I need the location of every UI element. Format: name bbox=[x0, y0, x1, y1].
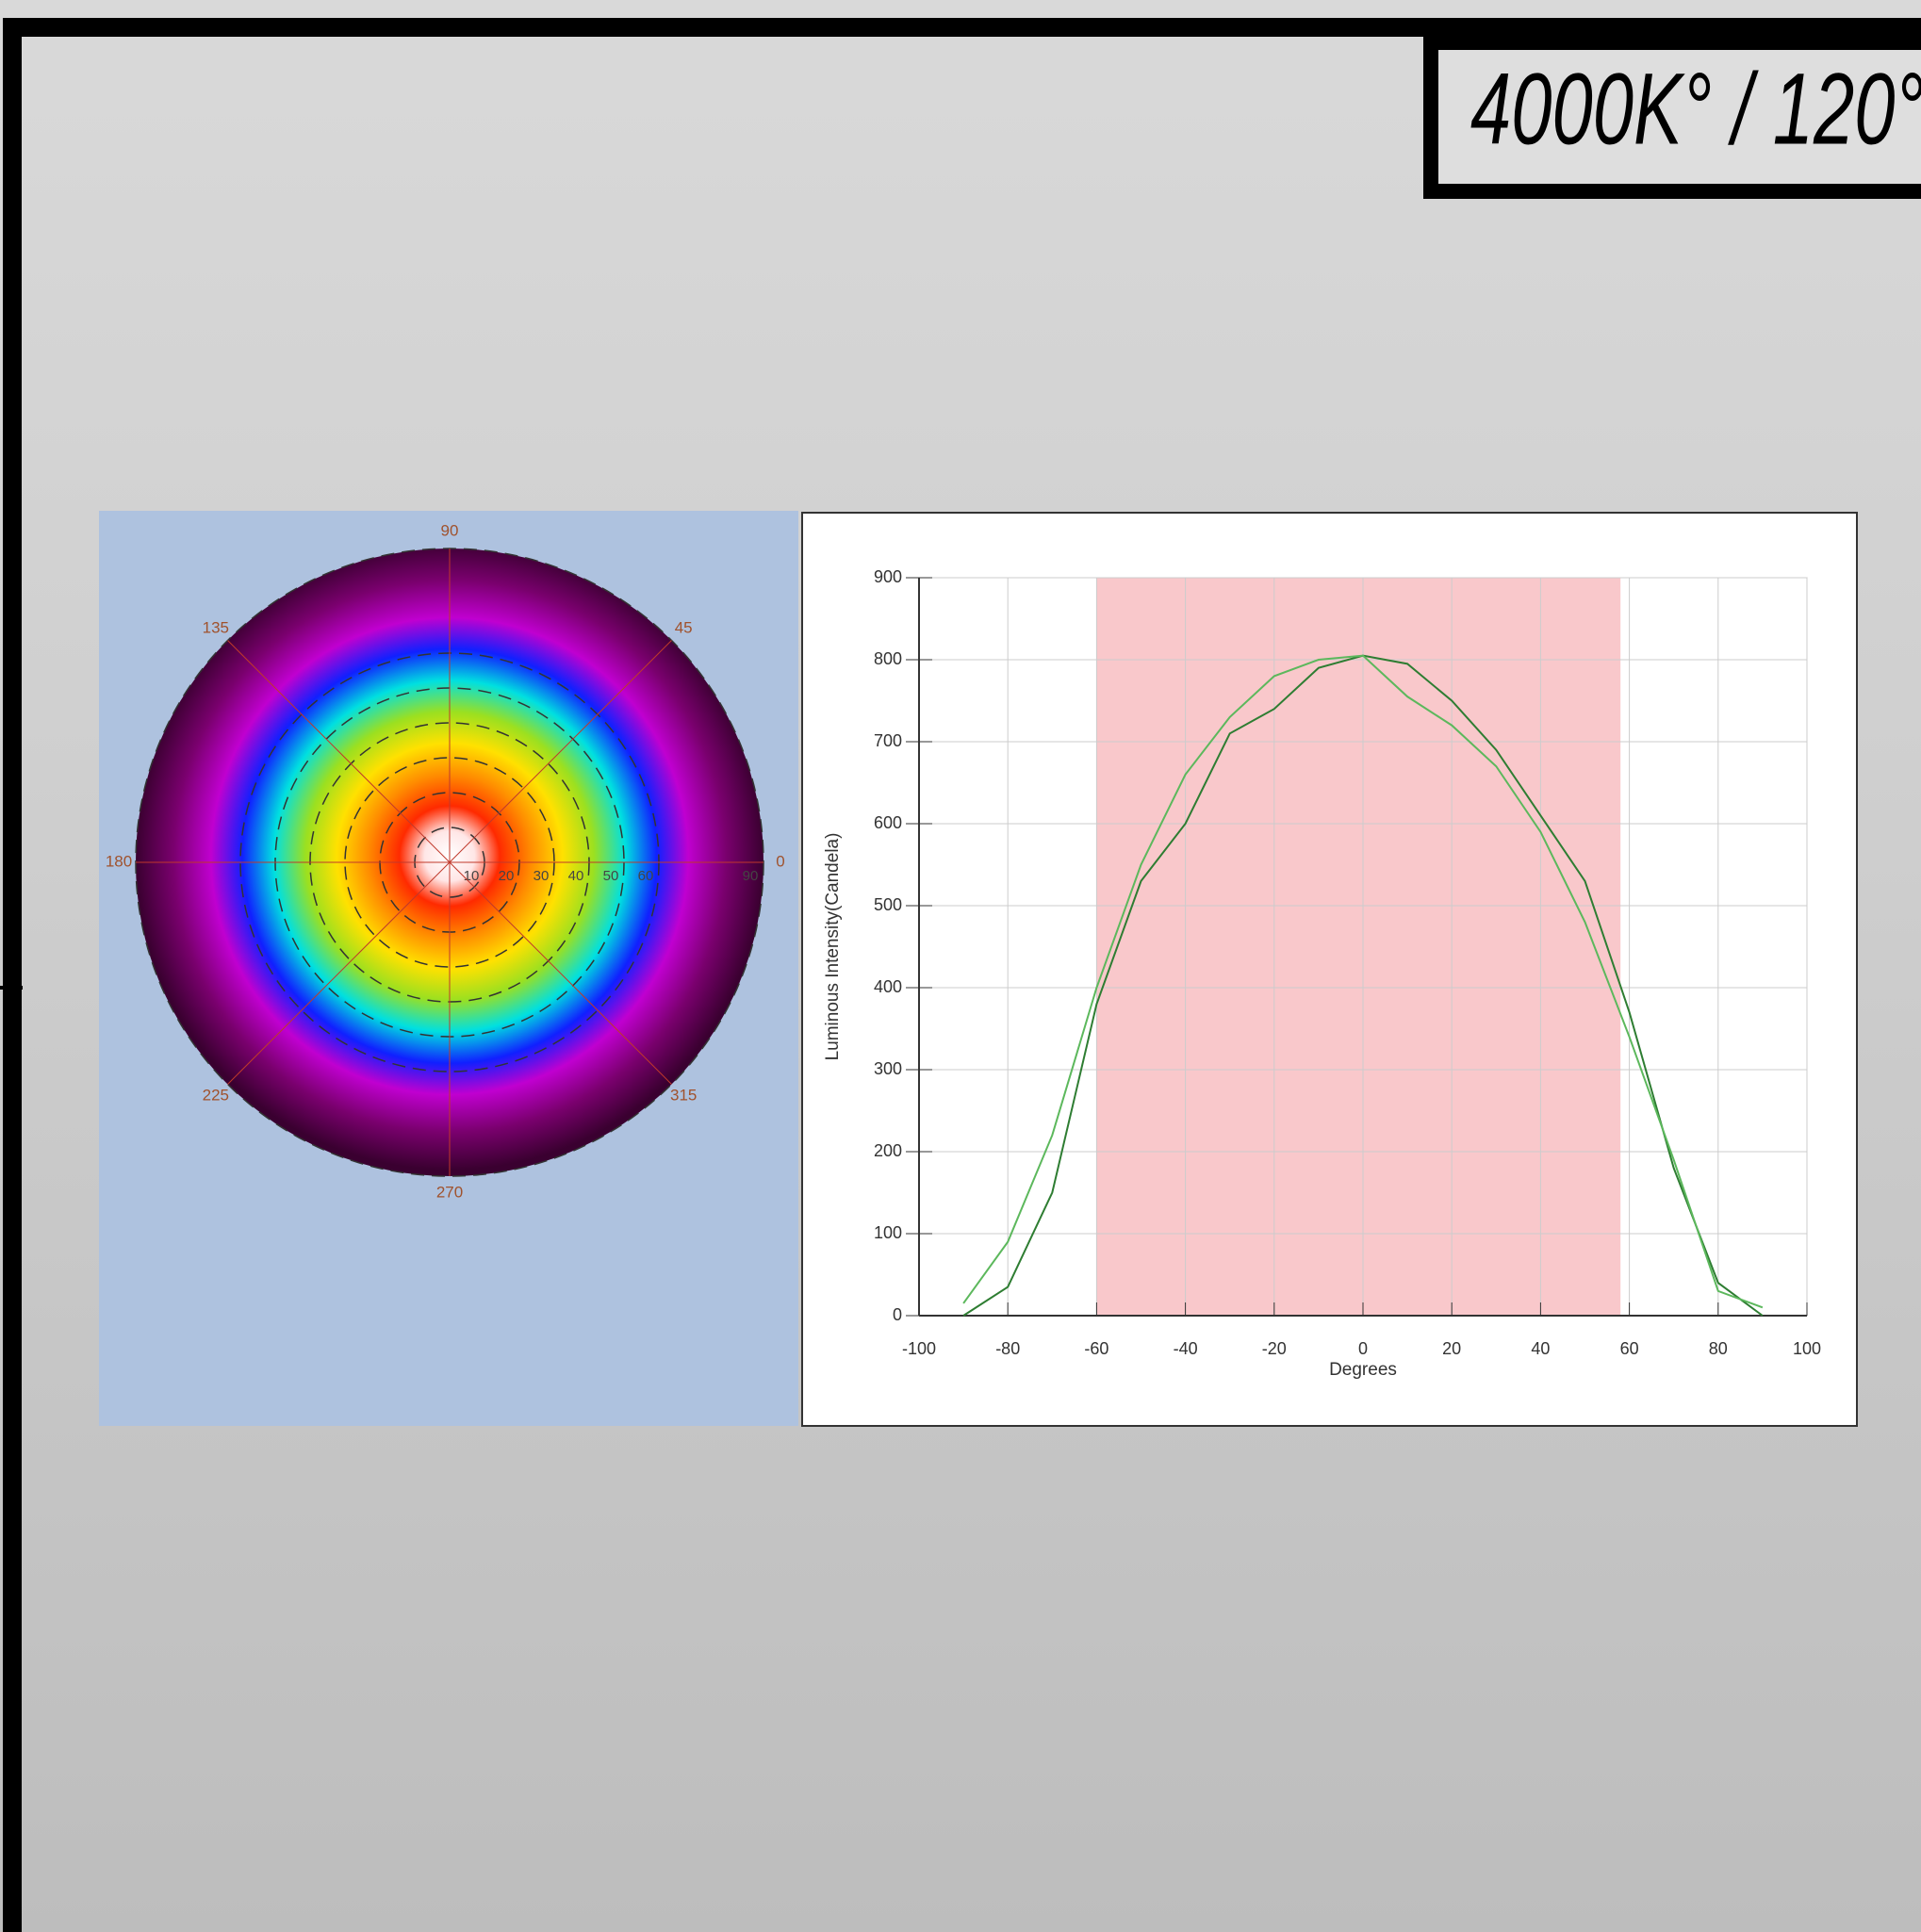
y-tick-label: 700 bbox=[874, 731, 902, 750]
x-tick-label: -60 bbox=[1084, 1339, 1108, 1358]
x-tick-label: -100 bbox=[902, 1339, 936, 1358]
angle-tick-label: 135 bbox=[203, 618, 229, 636]
radial-tick-label: 10 bbox=[464, 868, 480, 884]
radial-tick-label: 20 bbox=[499, 868, 515, 884]
radial-tick-label: 30 bbox=[534, 868, 550, 884]
y-tick-label: 600 bbox=[874, 813, 902, 832]
radial-tick-label: 60 bbox=[638, 868, 654, 884]
y-tick-label: 200 bbox=[874, 1141, 902, 1160]
x-tick-label: 80 bbox=[1709, 1339, 1728, 1358]
x-tick-label: 0 bbox=[1358, 1339, 1368, 1358]
x-tick-label: -20 bbox=[1262, 1339, 1287, 1358]
x-tick-label: 60 bbox=[1620, 1339, 1639, 1358]
radial-tick-label: 90 bbox=[743, 868, 759, 884]
radial-tick-label: 40 bbox=[568, 868, 584, 884]
radial-tick-label: 50 bbox=[603, 868, 619, 884]
y-tick-label: 900 bbox=[874, 567, 902, 586]
beam-band bbox=[1096, 578, 1621, 1316]
angle-grid bbox=[449, 640, 672, 863]
x-tick-label: 100 bbox=[1793, 1339, 1821, 1358]
x-tick-label: -40 bbox=[1174, 1339, 1198, 1358]
y-tick-label: 400 bbox=[874, 977, 902, 996]
x-tick-label: -80 bbox=[995, 1339, 1020, 1358]
angle-grid bbox=[227, 861, 451, 1085]
y-tick-label: 300 bbox=[874, 1059, 902, 1078]
angle-grid bbox=[449, 861, 672, 1085]
x-tick-label: 20 bbox=[1442, 1339, 1461, 1358]
angle-tick-label: 225 bbox=[203, 1087, 229, 1105]
angle-tick-label: 90 bbox=[441, 521, 459, 539]
angle-tick-label: 315 bbox=[670, 1087, 697, 1105]
y-tick-label: 0 bbox=[893, 1305, 902, 1324]
angle-grid bbox=[227, 640, 451, 863]
angle-tick-label: 0 bbox=[776, 852, 784, 870]
y-tick-label: 100 bbox=[874, 1223, 902, 1242]
x-axis-label: Degrees bbox=[1329, 1360, 1397, 1380]
y-tick-label: 500 bbox=[874, 895, 902, 914]
series-line bbox=[962, 654, 1764, 1309]
x-tick-label: 40 bbox=[1531, 1339, 1550, 1358]
product-label: 4000K° / 120° bbox=[1470, 52, 1921, 166]
y-tick-label: 800 bbox=[874, 649, 902, 668]
y-axis-label: Luminous Intensity(Candela) bbox=[823, 833, 843, 1061]
label-box bbox=[1423, 35, 1921, 199]
polar-chart: 10 20 30 40 50 60 90 0 45 90 135 180 225 270 315 bbox=[106, 521, 785, 1201]
angle-tick-label: 180 bbox=[106, 852, 132, 870]
angle-tick-label: 45 bbox=[675, 618, 693, 636]
angle-tick-label: 270 bbox=[436, 1183, 463, 1201]
